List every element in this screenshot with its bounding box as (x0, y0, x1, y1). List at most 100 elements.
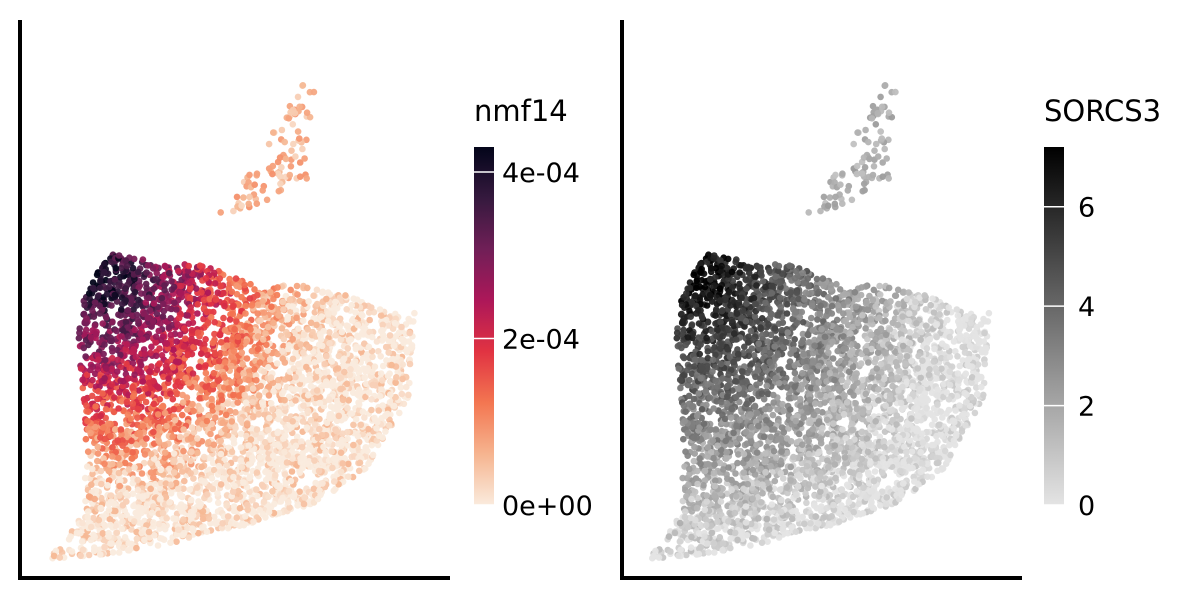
data-point (141, 536, 148, 544)
data-point (397, 384, 405, 391)
data-point (303, 175, 311, 182)
data-point (180, 343, 188, 350)
data-point (123, 341, 130, 348)
data-point (296, 135, 303, 142)
data-point (217, 209, 224, 216)
data-point (167, 315, 174, 322)
data-point (134, 414, 141, 422)
data-point (123, 398, 131, 406)
data-point (79, 384, 87, 392)
data-point (246, 171, 253, 179)
data-point (315, 353, 323, 360)
data-point (202, 336, 209, 343)
data-point (375, 348, 382, 355)
data-point (338, 328, 346, 336)
data-point (355, 392, 363, 400)
data-point (155, 384, 163, 392)
data-point (195, 529, 202, 537)
data-point (218, 396, 226, 404)
data-point (238, 202, 245, 209)
data-point (340, 439, 347, 446)
scatter-points-sorcs3 (649, 82, 993, 562)
data-point (115, 469, 123, 477)
data-point (315, 467, 323, 475)
data-point (395, 329, 403, 337)
data-point (107, 498, 115, 505)
data-point (167, 331, 175, 339)
data-point (214, 289, 222, 297)
data-point (326, 437, 333, 444)
data-point (97, 551, 104, 558)
data-point (313, 387, 321, 394)
data-point (114, 437, 121, 444)
data-point (247, 326, 254, 333)
data-point (264, 323, 272, 331)
data-point (301, 494, 308, 501)
data-point (56, 554, 64, 561)
data-point (77, 552, 84, 560)
data-point (88, 481, 95, 489)
data-point (83, 402, 90, 410)
data-point (199, 508, 207, 515)
data-point (281, 138, 289, 146)
data-point (75, 334, 83, 342)
data-point (137, 330, 144, 337)
data-point (139, 256, 147, 263)
data-point (113, 327, 120, 335)
data-point (181, 477, 188, 485)
data-point (202, 275, 210, 282)
data-point (190, 475, 197, 482)
data-point (97, 412, 104, 420)
data-point (133, 302, 140, 309)
data-point (316, 487, 323, 494)
data-point (251, 286, 258, 293)
data-point (316, 399, 324, 407)
data-point (101, 544, 108, 551)
data-point (368, 333, 376, 341)
data-point (339, 396, 347, 404)
data-point (182, 374, 190, 382)
data-point (369, 451, 377, 459)
data-point (118, 449, 125, 457)
data-point (100, 455, 107, 462)
data-point (155, 327, 162, 335)
data-point (198, 477, 205, 484)
data-point (91, 370, 99, 378)
data-point (295, 360, 302, 368)
data-point (385, 349, 393, 356)
data-point (160, 373, 167, 381)
data-point (88, 392, 96, 400)
data-point (148, 323, 155, 330)
data-point (184, 524, 191, 532)
data-point (180, 516, 187, 523)
data-point (386, 399, 394, 406)
data-point (171, 469, 178, 476)
data-point (186, 294, 194, 302)
data-point (238, 293, 245, 301)
data-point (243, 355, 251, 362)
data-point (245, 442, 253, 449)
data-point (152, 333, 160, 341)
data-point (228, 418, 236, 425)
data-point (162, 362, 170, 370)
data-point (332, 332, 340, 339)
data-point (234, 333, 242, 341)
data-point (300, 402, 307, 409)
data-point (324, 317, 332, 325)
data-point (237, 457, 244, 464)
data-point (254, 301, 262, 309)
data-point (260, 309, 268, 316)
data-point (289, 418, 297, 425)
data-point (156, 360, 163, 367)
data-point (360, 365, 367, 373)
data-point (265, 140, 273, 148)
data-point (111, 394, 118, 401)
data-point (223, 502, 230, 509)
data-point (158, 294, 166, 302)
data-point (152, 339, 160, 346)
data-point (139, 422, 147, 430)
data-point (102, 314, 110, 321)
data-point (299, 145, 306, 153)
data-point (304, 326, 312, 333)
data-point (230, 302, 237, 310)
